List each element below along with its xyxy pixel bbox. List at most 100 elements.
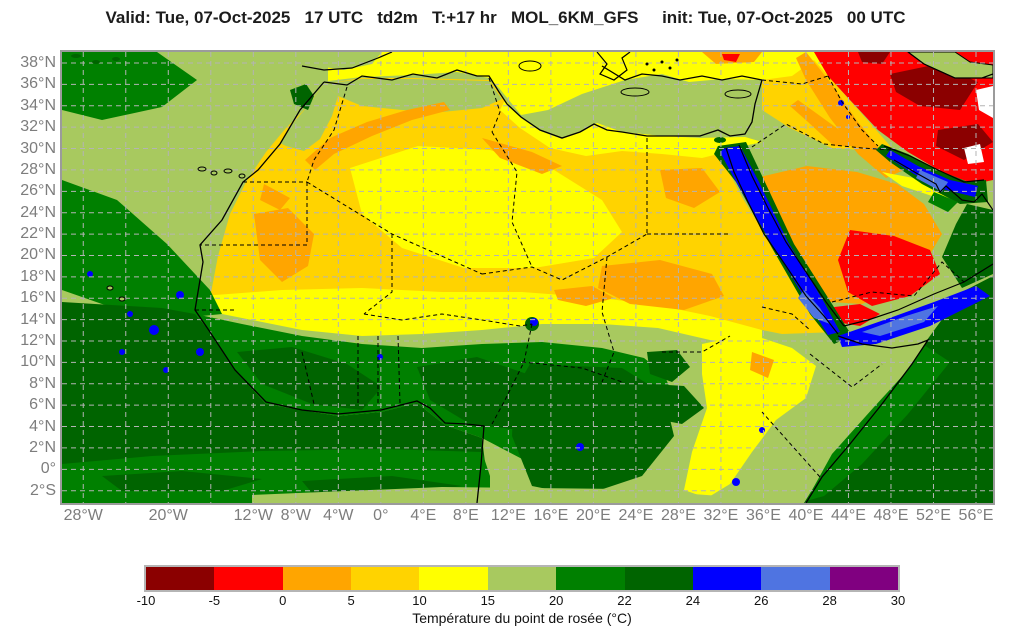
map-frame [60, 50, 995, 505]
colorbar-title: Température du point de rosée (°C) [412, 610, 632, 626]
border-mali-niger [363, 234, 393, 315]
lat-tick-22°N: 22°N [20, 225, 56, 243]
lat-tick-28°N: 28°N [20, 160, 56, 178]
border-ethiopia-somalia [809, 353, 883, 388]
page-title: Valid: Tue, 07-Oct-2025 17 UTC td2m T:+1… [105, 8, 906, 27]
island-sicily [518, 60, 542, 72]
atlantic-blue-patch-2 [149, 325, 159, 335]
zagros-orange [796, 52, 904, 178]
colorbar-tick-5: 5 [347, 593, 355, 608]
dewpoint-map [62, 52, 993, 503]
ethiopia-orange [750, 352, 774, 378]
colorbar-segment-10-to-15 [419, 567, 488, 590]
persian-gulf-blue [886, 150, 978, 197]
coast-red-sea-east [738, 144, 845, 327]
colorbar-tick-26: 26 [754, 593, 769, 608]
colorbar-tick-0: 0 [279, 593, 287, 608]
uae-coast-green [928, 192, 958, 212]
south-sudan-darkgreen [622, 382, 704, 424]
lon-tick-36°E: 36°E [746, 507, 781, 524]
border-kenya-somalia [761, 411, 821, 478]
lat-tick-18°N: 18°N [20, 267, 56, 285]
anatolia-ne-red [722, 54, 740, 62]
coast-greece [596, 52, 631, 81]
somalia-coastal-green [806, 345, 950, 501]
border-chad-sudan [601, 256, 615, 383]
colorbar-tick-30: 30 [890, 593, 906, 608]
maghreb-coast-olive [324, 79, 502, 112]
colorbar-ticks: -10 -5 0 5 10 15 20 22 24 26 28 30 [137, 593, 906, 609]
border-western-sahara-east [200, 182, 308, 246]
atlantic-blue-patch-1 [176, 291, 184, 299]
persian-gulf-lightblue [916, 170, 948, 192]
colorbar-segment--5-to-0 [214, 567, 283, 590]
lat-tick-26°N: 26°N [20, 182, 56, 200]
lake-victoria-blue [732, 478, 740, 486]
lat-tick-16°N: 16°N [20, 289, 56, 307]
lat-tick-0°: 0° [40, 460, 56, 478]
colorbar-tick-15: 15 [480, 593, 496, 608]
morocco-west-olive [280, 84, 338, 151]
atlas-orange [305, 102, 450, 170]
island-aegean-3 [660, 60, 664, 64]
inland-blue-patch-2 [576, 443, 584, 451]
colorbar-tick-24: 24 [685, 593, 701, 608]
red-sea-blue [720, 146, 840, 335]
lat-tick-14°N: 14°N [20, 310, 56, 328]
colorbar-segment--10-to--5 [146, 567, 215, 590]
atlantic-blue-patch-6 [163, 367, 169, 373]
equatorial-dark-blob-1 [102, 471, 262, 491]
border-turkey-syria [761, 75, 829, 85]
island-aegean-2 [652, 68, 656, 72]
turkey-aegean-yellow [602, 52, 828, 82]
iraq-lake-blue-1 [838, 100, 844, 106]
libya-egypt-coast-yellow [500, 100, 762, 158]
lon-tick-28°E: 28°E [660, 507, 696, 524]
border-libya-niger-chad [481, 233, 648, 281]
ethiopia-darkgreen [647, 350, 690, 382]
lon-tick-32°E: 32°E [703, 507, 739, 524]
mid-atlantic-green [62, 180, 222, 320]
island-azores-2 [92, 60, 100, 64]
island-aegean-4 [668, 66, 672, 70]
iran-white-below-scale-1 [976, 86, 993, 118]
ethiopia-kenya-yellow [684, 334, 816, 498]
colorbar-segment-26-to-28 [761, 567, 830, 590]
coast-persian-gulf-north [883, 145, 985, 183]
lat-tick-6°N: 6°N [29, 396, 56, 414]
lat-tick-24°N: 24°N [20, 203, 56, 221]
inland-blue-patch-3 [759, 427, 765, 433]
border-algeria-libya [491, 131, 533, 268]
coast-caspian [907, 52, 993, 79]
border-niger-nigeria [363, 313, 533, 327]
nile-delta-darkgreen [714, 137, 726, 143]
border-morocco-algeria [306, 86, 348, 183]
colorbar-segment-5-to-10 [351, 567, 420, 590]
egypt-orange [660, 168, 720, 208]
island-canary-2 [210, 170, 218, 176]
lon-tick-24°E: 24°E [618, 507, 654, 524]
lon-tick-44°E: 44°E [831, 507, 866, 524]
lat-tick-20°N: 20°N [20, 246, 56, 264]
lat-tick-30°N: 30°N [20, 139, 56, 157]
lon-tick-4°W: 4°W [323, 507, 354, 524]
colorbar-segment-0-to-5 [282, 567, 352, 590]
south-sahara-yellow-band [202, 288, 762, 346]
saudi-red [838, 230, 940, 306]
central-sahara-yellow [350, 146, 622, 268]
lat-tick-2°S: 2°S [30, 481, 56, 499]
lon-tick-12°W: 12°W [233, 507, 273, 524]
colorbar-segment-15-to-20 [487, 567, 557, 590]
lon-tick-20°E: 20°E [575, 507, 611, 524]
border-algeria-tunisia [488, 77, 501, 133]
atlantic-blue-patch-4 [127, 311, 133, 317]
colorbar-segment-28-to-30 [829, 567, 898, 590]
gulf-of-aden-lightblue [862, 306, 938, 336]
algeria-orange [482, 138, 562, 174]
colorbar-segment-24-to-26 [692, 567, 762, 590]
lon-tick-8°W: 8°W [280, 507, 312, 524]
western-sahara-orange [260, 184, 290, 210]
lat-tick-12°N: 12°N [20, 332, 56, 349]
border-cote-divoire [301, 351, 315, 405]
border-sudan-eritrea [761, 306, 811, 331]
